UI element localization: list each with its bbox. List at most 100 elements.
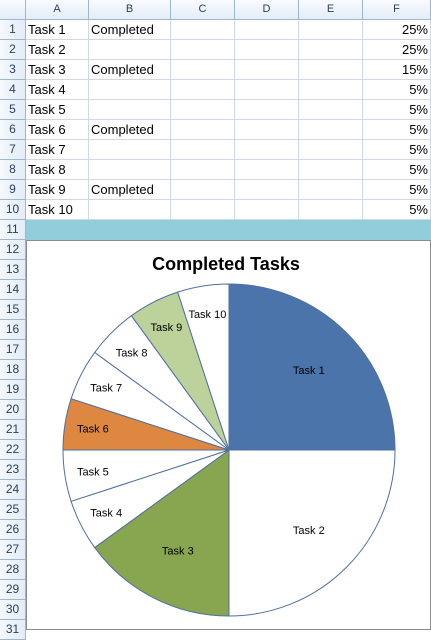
cell-status[interactable] bbox=[89, 200, 171, 220]
row-header-6[interactable]: 6 bbox=[0, 120, 26, 140]
cell-empty[interactable] bbox=[235, 180, 299, 200]
cell-task[interactable]: Task 9 bbox=[26, 180, 89, 200]
cell-empty[interactable] bbox=[299, 160, 363, 180]
cell-empty[interactable] bbox=[171, 40, 235, 60]
pie-slice-10[interactable] bbox=[177, 283, 230, 451]
cell-percent[interactable]: 25% bbox=[363, 40, 431, 60]
column-header-e[interactable]: E bbox=[299, 0, 363, 20]
cell-task[interactable]: Task 1 bbox=[26, 20, 89, 40]
cell-empty[interactable] bbox=[171, 60, 235, 80]
row-header-28[interactable]: 28 bbox=[0, 560, 26, 580]
cell-empty[interactable] bbox=[235, 120, 299, 140]
cell-empty[interactable] bbox=[299, 180, 363, 200]
pie-slice-1[interactable] bbox=[228, 283, 396, 451]
column-header-f[interactable]: F bbox=[363, 0, 431, 20]
cell-task[interactable]: Task 3 bbox=[26, 60, 89, 80]
cell-empty[interactable] bbox=[171, 200, 235, 220]
row-header-20[interactable]: 20 bbox=[0, 400, 26, 420]
cell-task[interactable]: Task 10 bbox=[26, 200, 89, 220]
row-header-22[interactable]: 22 bbox=[0, 440, 26, 460]
cell-empty[interactable] bbox=[171, 180, 235, 200]
cell-empty[interactable] bbox=[235, 140, 299, 160]
column-header-c[interactable]: C bbox=[171, 0, 235, 20]
cell-percent[interactable]: 25% bbox=[363, 20, 431, 40]
cell-empty[interactable] bbox=[299, 40, 363, 60]
cell-percent[interactable]: 5% bbox=[363, 140, 431, 160]
cell-status[interactable]: Completed bbox=[89, 60, 171, 80]
cell-empty[interactable] bbox=[235, 160, 299, 180]
row-header-26[interactable]: 26 bbox=[0, 520, 26, 540]
cell-empty[interactable] bbox=[235, 100, 299, 120]
cell-empty[interactable] bbox=[299, 140, 363, 160]
cell-empty[interactable] bbox=[235, 60, 299, 80]
row-header-27[interactable]: 27 bbox=[0, 540, 26, 560]
cell-percent[interactable]: 5% bbox=[363, 80, 431, 100]
pie-slice-2[interactable] bbox=[228, 449, 396, 617]
row-header-11[interactable]: 11 bbox=[0, 220, 26, 240]
row-header-29[interactable]: 29 bbox=[0, 580, 26, 600]
row-header-13[interactable]: 13 bbox=[0, 260, 26, 280]
row-header-30[interactable]: 30 bbox=[0, 600, 26, 620]
pie-chart[interactable]: Completed Tasks Task 1 Task 2 Task 3 Task 4 T… bbox=[26, 240, 431, 630]
row-header-2[interactable]: 2 bbox=[0, 40, 26, 60]
cell-task[interactable]: Task 4 bbox=[26, 80, 89, 100]
cell-empty[interactable] bbox=[235, 20, 299, 40]
row-header-4[interactable]: 4 bbox=[0, 80, 26, 100]
select-all-corner[interactable] bbox=[0, 0, 26, 20]
row-header-18[interactable]: 18 bbox=[0, 360, 26, 380]
cell-task[interactable]: Task 2 bbox=[26, 40, 89, 60]
cell-status[interactable] bbox=[89, 40, 171, 60]
row-header-31[interactable]: 31 bbox=[0, 620, 26, 640]
pie-slice-3[interactable] bbox=[94, 449, 230, 617]
cell-status[interactable] bbox=[89, 100, 171, 120]
cell-percent[interactable]: 5% bbox=[363, 200, 431, 220]
cell-empty[interactable] bbox=[299, 80, 363, 100]
row-header-19[interactable]: 19 bbox=[0, 380, 26, 400]
cell-empty[interactable] bbox=[171, 160, 235, 180]
cell-empty[interactable] bbox=[171, 100, 235, 120]
row-header-1[interactable]: 1 bbox=[0, 20, 26, 40]
cell-empty[interactable] bbox=[299, 100, 363, 120]
cell-task[interactable]: Task 8 bbox=[26, 160, 89, 180]
row-header-14[interactable]: 14 bbox=[0, 280, 26, 300]
cell-status[interactable]: Completed bbox=[89, 180, 171, 200]
row-header-5[interactable]: 5 bbox=[0, 100, 26, 120]
cell-percent[interactable]: 5% bbox=[363, 160, 431, 180]
row-header-8[interactable]: 8 bbox=[0, 160, 26, 180]
selected-row-11[interactable] bbox=[26, 220, 431, 240]
cell-percent[interactable]: 5% bbox=[363, 180, 431, 200]
cell-status[interactable] bbox=[89, 160, 171, 180]
cell-status[interactable]: Completed bbox=[89, 120, 171, 140]
cell-empty[interactable] bbox=[235, 80, 299, 100]
cell-status[interactable]: Completed bbox=[89, 20, 171, 40]
row-header-12[interactable]: 12 bbox=[0, 240, 26, 260]
cell-empty[interactable] bbox=[299, 60, 363, 80]
row-header-10[interactable]: 10 bbox=[0, 200, 26, 220]
cell-percent[interactable]: 5% bbox=[363, 120, 431, 140]
cell-status[interactable] bbox=[89, 140, 171, 160]
cell-task[interactable]: Task 7 bbox=[26, 140, 89, 160]
cell-empty[interactable] bbox=[299, 200, 363, 220]
cell-task[interactable]: Task 5 bbox=[26, 100, 89, 120]
cell-status[interactable] bbox=[89, 80, 171, 100]
row-header-21[interactable]: 21 bbox=[0, 420, 26, 440]
row-header-7[interactable]: 7 bbox=[0, 140, 26, 160]
cell-empty[interactable] bbox=[171, 20, 235, 40]
column-header-a[interactable]: A bbox=[26, 0, 89, 20]
cell-empty[interactable] bbox=[171, 80, 235, 100]
row-header-16[interactable]: 16 bbox=[0, 320, 26, 340]
row-header-24[interactable]: 24 bbox=[0, 480, 26, 500]
column-header-b[interactable]: B bbox=[89, 0, 171, 20]
cell-percent[interactable]: 15% bbox=[363, 60, 431, 80]
row-header-15[interactable]: 15 bbox=[0, 300, 26, 320]
column-header-d[interactable]: D bbox=[235, 0, 299, 20]
row-header-3[interactable]: 3 bbox=[0, 60, 26, 80]
cell-empty[interactable] bbox=[235, 40, 299, 60]
row-header-17[interactable]: 17 bbox=[0, 340, 26, 360]
cell-empty[interactable] bbox=[235, 200, 299, 220]
cell-empty[interactable] bbox=[171, 140, 235, 160]
cell-empty[interactable] bbox=[299, 120, 363, 140]
cell-empty[interactable] bbox=[299, 20, 363, 40]
cell-task[interactable]: Task 6 bbox=[26, 120, 89, 140]
row-header-25[interactable]: 25 bbox=[0, 500, 26, 520]
